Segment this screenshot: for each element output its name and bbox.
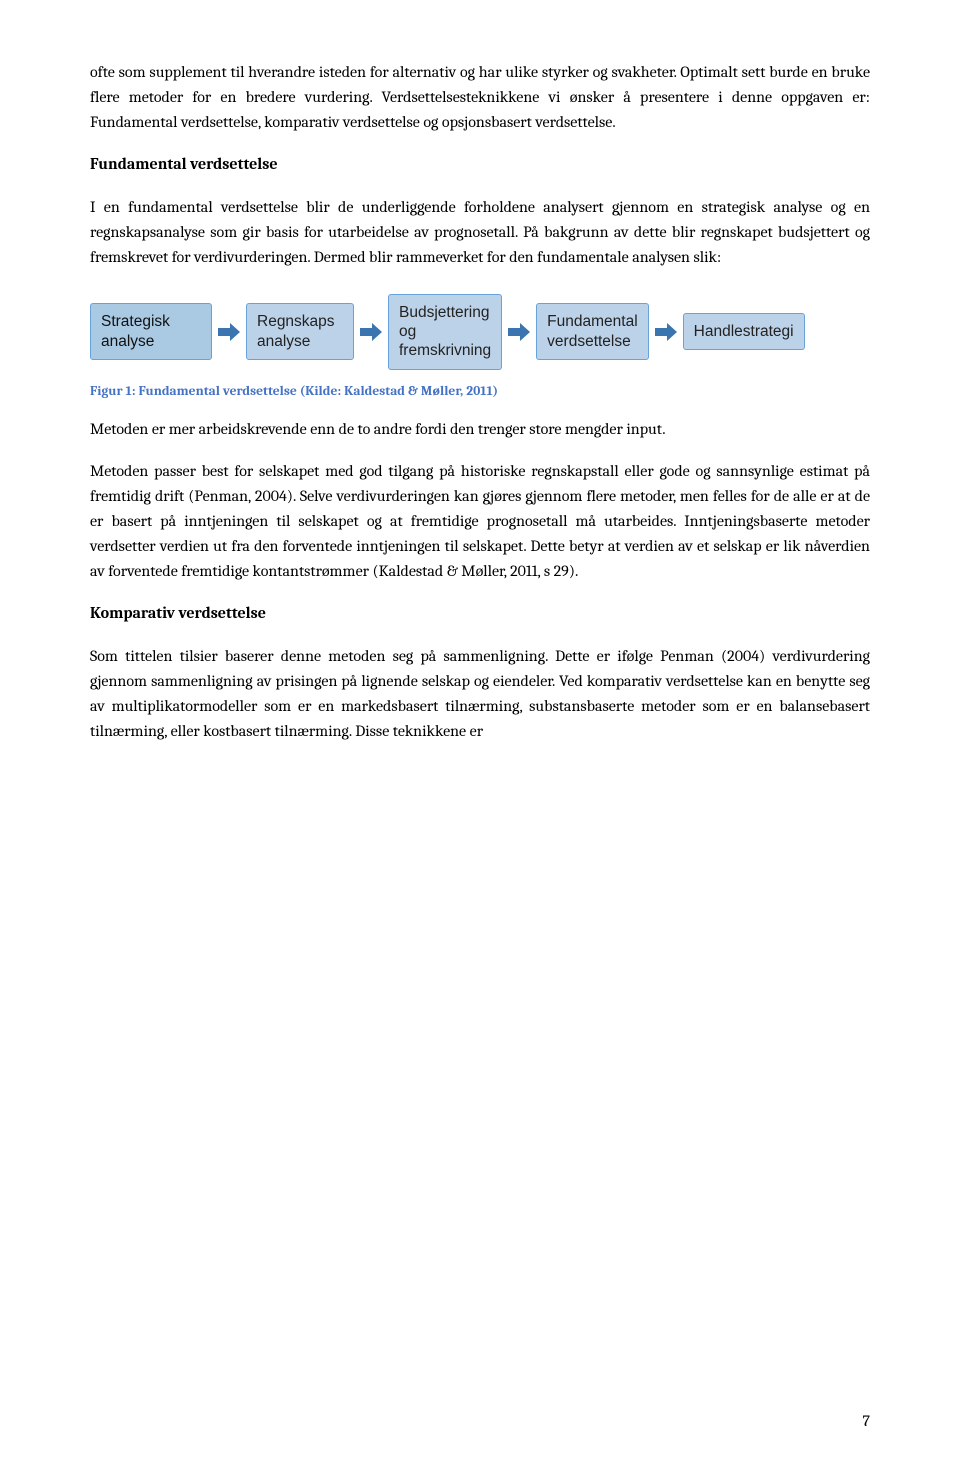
arrow-icon [653, 319, 679, 345]
page-number: 7 [862, 1409, 870, 1434]
arrow-icon [358, 319, 384, 345]
paragraph-method-workload: Metoden er mer arbeidskrevende enn de to… [90, 417, 870, 442]
paragraph-intro: ofte som supplement til hverandre istede… [90, 60, 870, 134]
paragraph-komparativ-desc: Som tittelen tilsier baserer denne metod… [90, 644, 870, 743]
figure-caption: Figur 1: Fundamental verdsettelse (Kilde… [90, 382, 870, 403]
flow-box-regnskaps: Regnskaps analyse [246, 303, 354, 360]
flow-box-handlestrategi: Handlestrategi [683, 313, 805, 350]
flow-diagram: Strategisk analyse Regnskaps analyse Bud… [90, 294, 870, 370]
heading-komparativ: Komparativ verdsettelse [90, 601, 870, 626]
arrow-icon [216, 319, 242, 345]
paragraph-method-fit: Metoden passer best for selskapet med go… [90, 459, 870, 583]
flow-box-strategisk: Strategisk analyse [90, 303, 212, 360]
flow-box-fundamental: Fundamental verdsettelse [536, 303, 648, 360]
paragraph-fundamental-desc: I en fundamental verdsettelse blir de un… [90, 195, 870, 269]
flow-box-budsjettering: Budsjettering og fremskrivning [388, 294, 502, 370]
arrow-icon [506, 319, 532, 345]
heading-fundamental: Fundamental verdsettelse [90, 152, 870, 177]
